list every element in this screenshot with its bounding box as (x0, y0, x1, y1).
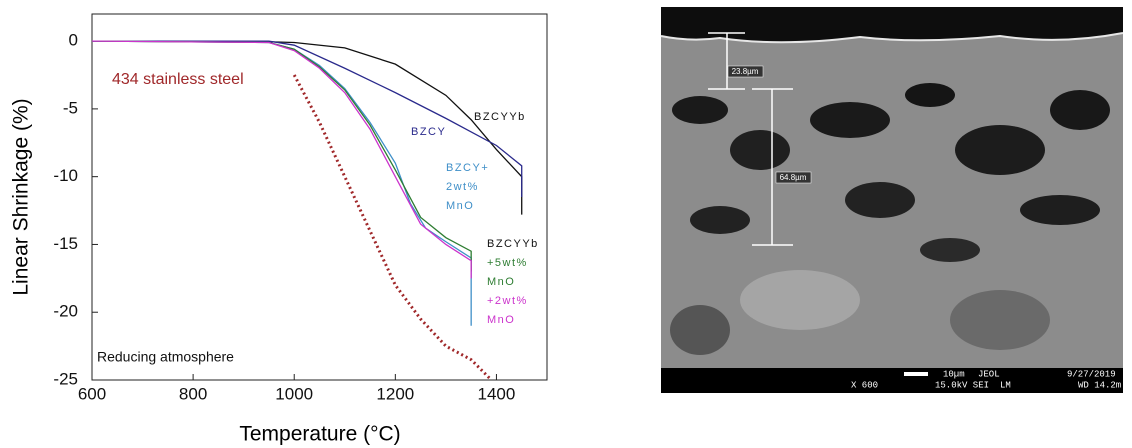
annotation: Reducing atmosphere (97, 349, 234, 365)
y-axis-label: Linear Shrinkage (%) (10, 98, 33, 295)
series-label: 2wt% (446, 181, 479, 193)
sem-footer: 15.0kV SEI (935, 380, 989, 390)
series-label: BZCY+ (446, 162, 489, 174)
y-tick-label: 0 (69, 31, 78, 50)
series-label: +2wt% (487, 295, 528, 307)
series-label: MnO (487, 314, 515, 326)
sem-footer: JEOL (978, 369, 1000, 379)
sem-footer: X 600 (851, 380, 878, 390)
series-line (92, 40, 523, 215)
y-tick-label: -20 (53, 302, 78, 321)
x-tick-label: 1200 (376, 384, 414, 403)
x-tick-label: 1000 (275, 384, 313, 403)
y-tick-label: -10 (53, 166, 78, 185)
y-tick-label: -5 (63, 98, 78, 117)
x-tick-label: 600 (78, 384, 106, 403)
sem-footer: 10µm (943, 369, 965, 379)
series-label: MnO (487, 276, 515, 288)
sem-footer: 9/27/2019 (1067, 369, 1116, 379)
sem-footer: LM (1000, 380, 1011, 390)
scale-label: 64.8µm (780, 173, 807, 182)
series-label: BZCYYb (474, 111, 526, 123)
series-label: MnO (446, 200, 474, 212)
series-label: BZCY (411, 126, 446, 138)
x-axis-label: Temperature (°C) (239, 423, 400, 446)
series-line (292, 74, 493, 382)
sem-footer: WD 14.2m (1078, 380, 1121, 390)
x-tick-label: 1400 (478, 384, 516, 403)
sem-image: 23.8µm 64.8µm 10µm JEOL 9/27/2019 X 600 … (660, 7, 1124, 393)
y-tick-label: -15 (53, 234, 78, 253)
annotation: BZCYYb (487, 238, 539, 250)
series-line (92, 40, 523, 197)
series-label: +5wt% (487, 257, 528, 269)
plot-frame (91, 13, 548, 381)
x-tick-label: 800 (179, 384, 207, 403)
series-label: 434 stainless steel (112, 71, 244, 88)
scale-label: 23.8µm (732, 67, 759, 76)
series-line (91, 40, 472, 272)
y-tick-label: -25 (53, 369, 78, 388)
series-line (91, 40, 472, 279)
